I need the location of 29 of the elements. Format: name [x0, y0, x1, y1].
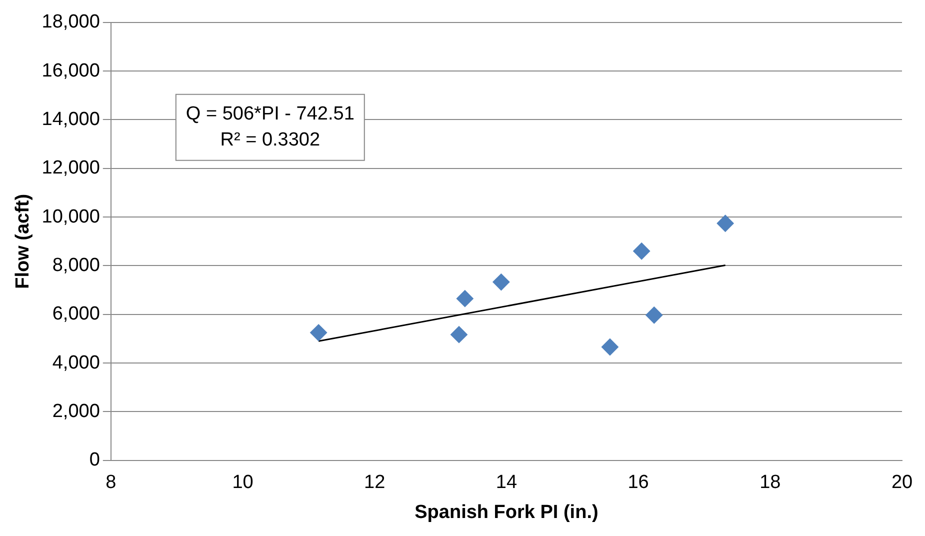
x-tick-label: 18: [760, 472, 781, 494]
y-tick-label: 10,000: [42, 206, 100, 228]
y-tick-label: 2,000: [52, 400, 100, 422]
point: [492, 274, 510, 291]
point: [310, 324, 328, 342]
annotation: R² = 0.3302: [220, 130, 320, 151]
x-axis-title: Spanish Fork PI (in.): [414, 502, 598, 523]
y-tick-label: 8,000: [52, 254, 100, 276]
y-tick-label: 14,000: [42, 108, 100, 130]
y-axis-title: Flow (acft): [12, 194, 34, 289]
x-tick-label: 10: [232, 472, 254, 494]
y-tick-label: 12,000: [42, 158, 100, 179]
x-tick-label: 12: [364, 472, 386, 494]
annotation: Q = 506*PI - 742.51: [186, 104, 354, 125]
point: [716, 214, 734, 232]
y-tick-label: 0: [89, 450, 100, 471]
y-tick-label: 18,000: [42, 12, 100, 33]
point: [450, 326, 468, 344]
y-tick-label: 16,000: [42, 60, 100, 82]
point: [456, 290, 474, 308]
x-tick-label: 14: [496, 472, 518, 494]
y-tick-label: 6,000: [52, 304, 100, 325]
y-tick-label: 4,000: [52, 352, 100, 374]
point: [633, 242, 650, 260]
point: [646, 306, 663, 324]
point: [601, 338, 618, 356]
x-tick-label: 20: [891, 472, 913, 494]
x-tick-label: 8: [106, 472, 116, 494]
x-tick-label: 16: [628, 472, 649, 494]
